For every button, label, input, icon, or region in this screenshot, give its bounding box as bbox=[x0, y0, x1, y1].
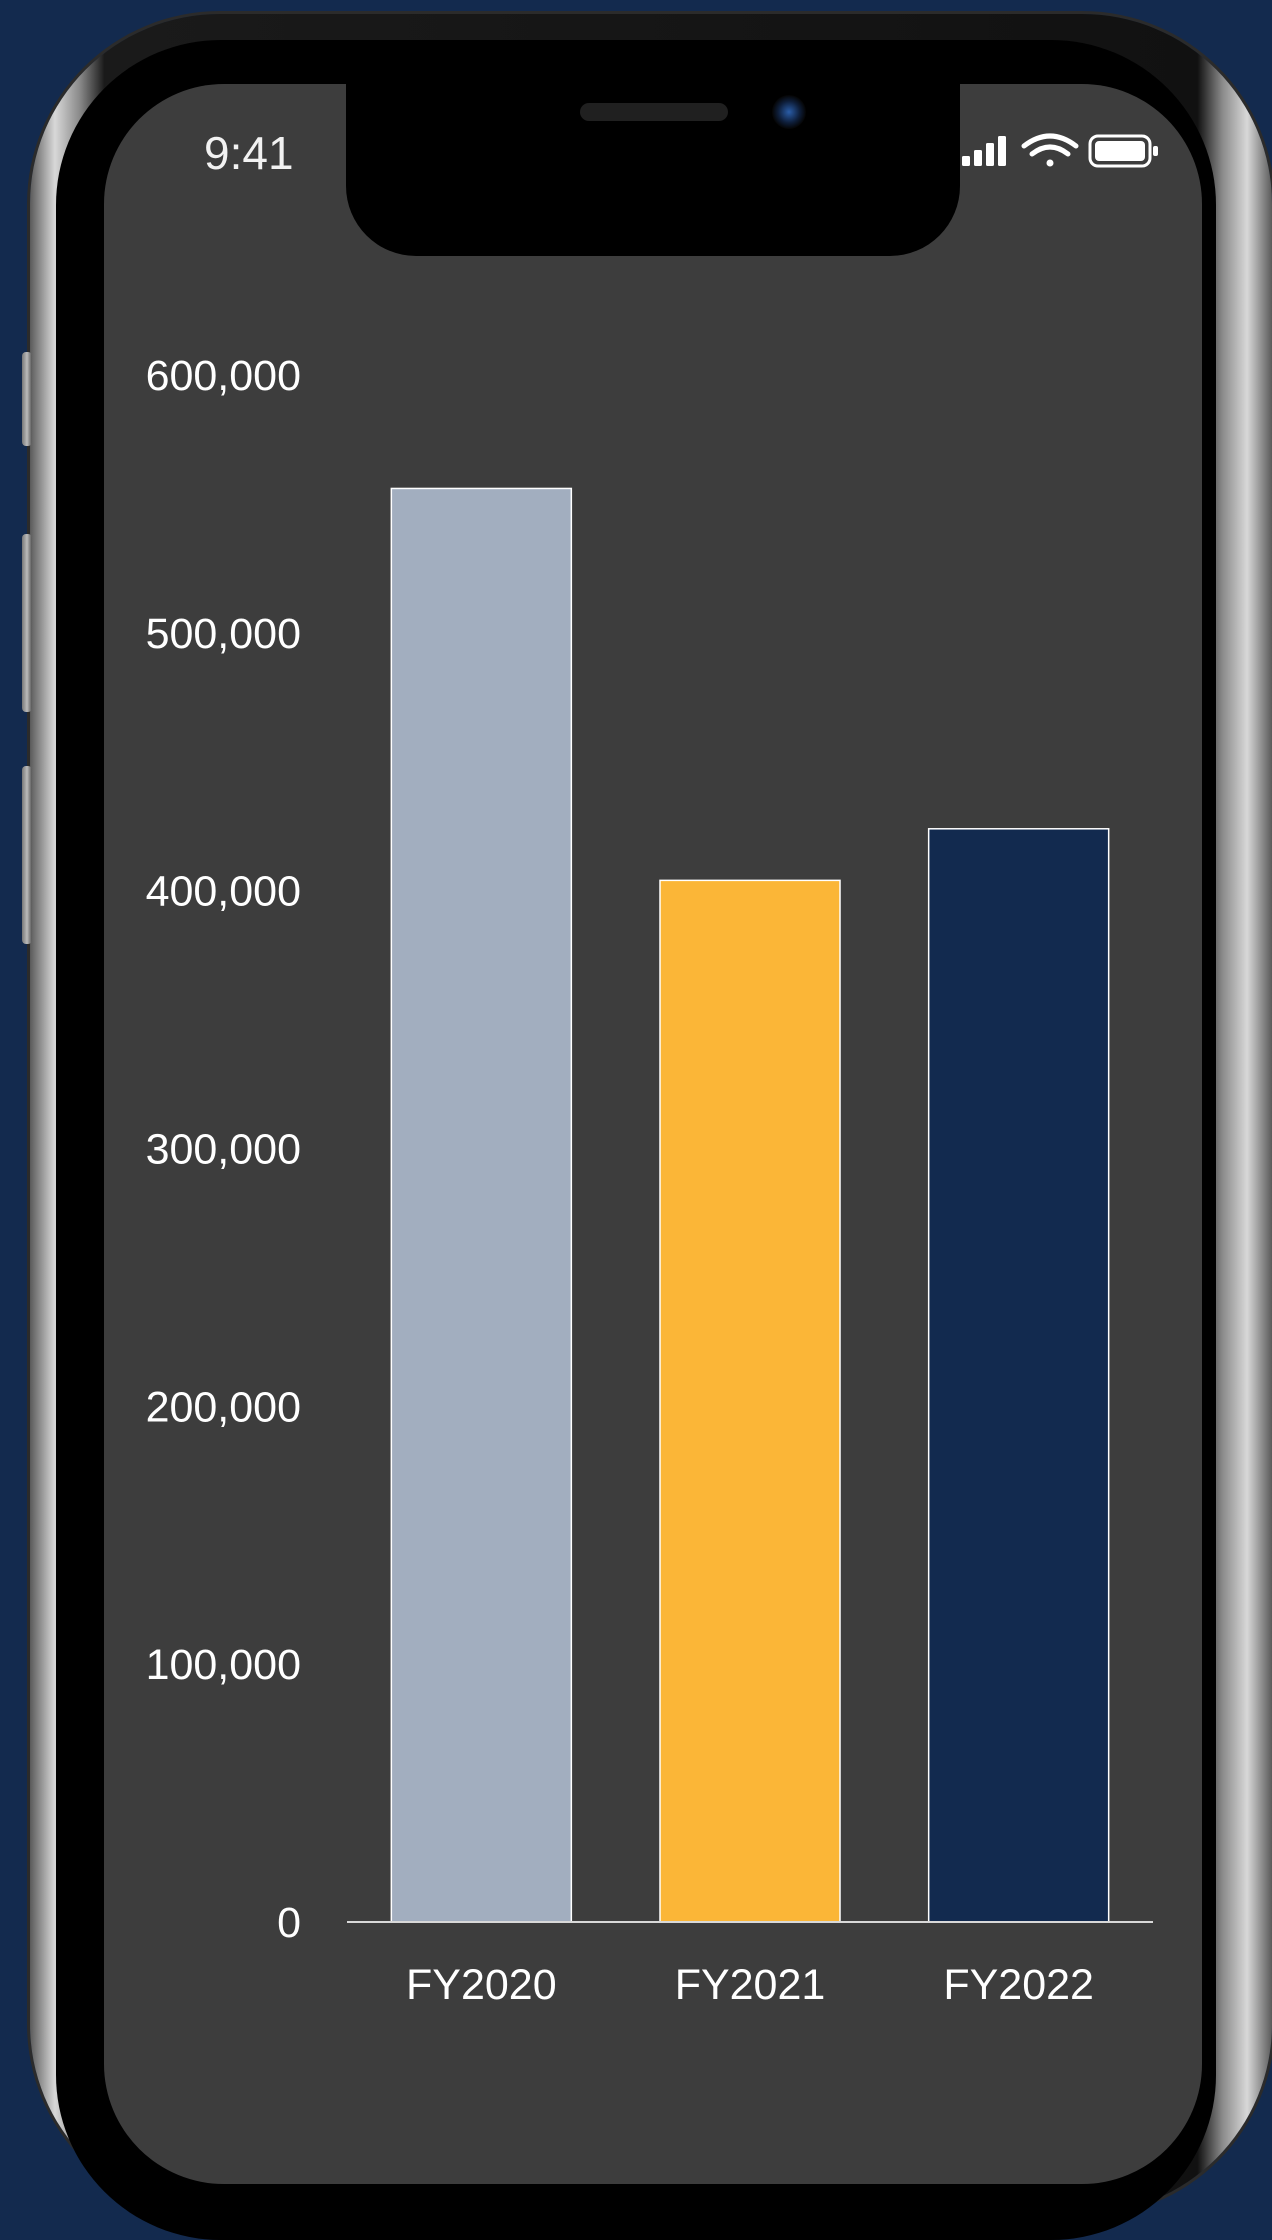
y-tick-label: 0 bbox=[277, 1899, 301, 1947]
bar-fy2020 bbox=[390, 487, 573, 1923]
x-tick-label: FY2022 bbox=[943, 1961, 1094, 2009]
bars bbox=[390, 487, 1110, 1923]
battery-icon bbox=[1088, 134, 1158, 168]
x-axis-ticks: FY2020 FY2021 FY2022 bbox=[406, 1961, 1094, 2009]
bar-fy2022 bbox=[927, 828, 1110, 1923]
wifi-icon bbox=[1021, 133, 1079, 167]
y-tick-label: 500,000 bbox=[146, 610, 301, 658]
y-tick-label: 100,000 bbox=[146, 1641, 301, 1689]
front-camera bbox=[772, 95, 806, 129]
silent-switch bbox=[22, 352, 32, 446]
volume-down-button bbox=[22, 766, 32, 944]
bar-chart: 0 100,000 200,000 300,000 400,000 500,000 600,… bbox=[146, 352, 1153, 2009]
volume-up-button bbox=[22, 534, 32, 712]
y-axis-ticks: 0 100,000 200,000 300,000 400,000 500,000 600,… bbox=[146, 352, 301, 1947]
x-tick-label: FY2021 bbox=[675, 1961, 826, 2009]
y-tick-label: 400,000 bbox=[146, 868, 301, 916]
speaker-grille bbox=[580, 103, 728, 121]
y-tick-label: 200,000 bbox=[146, 1383, 301, 1431]
bar-fy2021 bbox=[659, 879, 841, 1923]
x-tick-label: FY2020 bbox=[406, 1961, 557, 2009]
y-tick-label: 600,000 bbox=[146, 352, 301, 400]
status-bar-time: 9:41 bbox=[204, 127, 294, 179]
cellular-signal-icon bbox=[962, 136, 1006, 166]
status-bar-icons bbox=[962, 133, 1158, 168]
notch bbox=[346, 84, 960, 256]
y-tick-label: 300,000 bbox=[146, 1126, 301, 1174]
